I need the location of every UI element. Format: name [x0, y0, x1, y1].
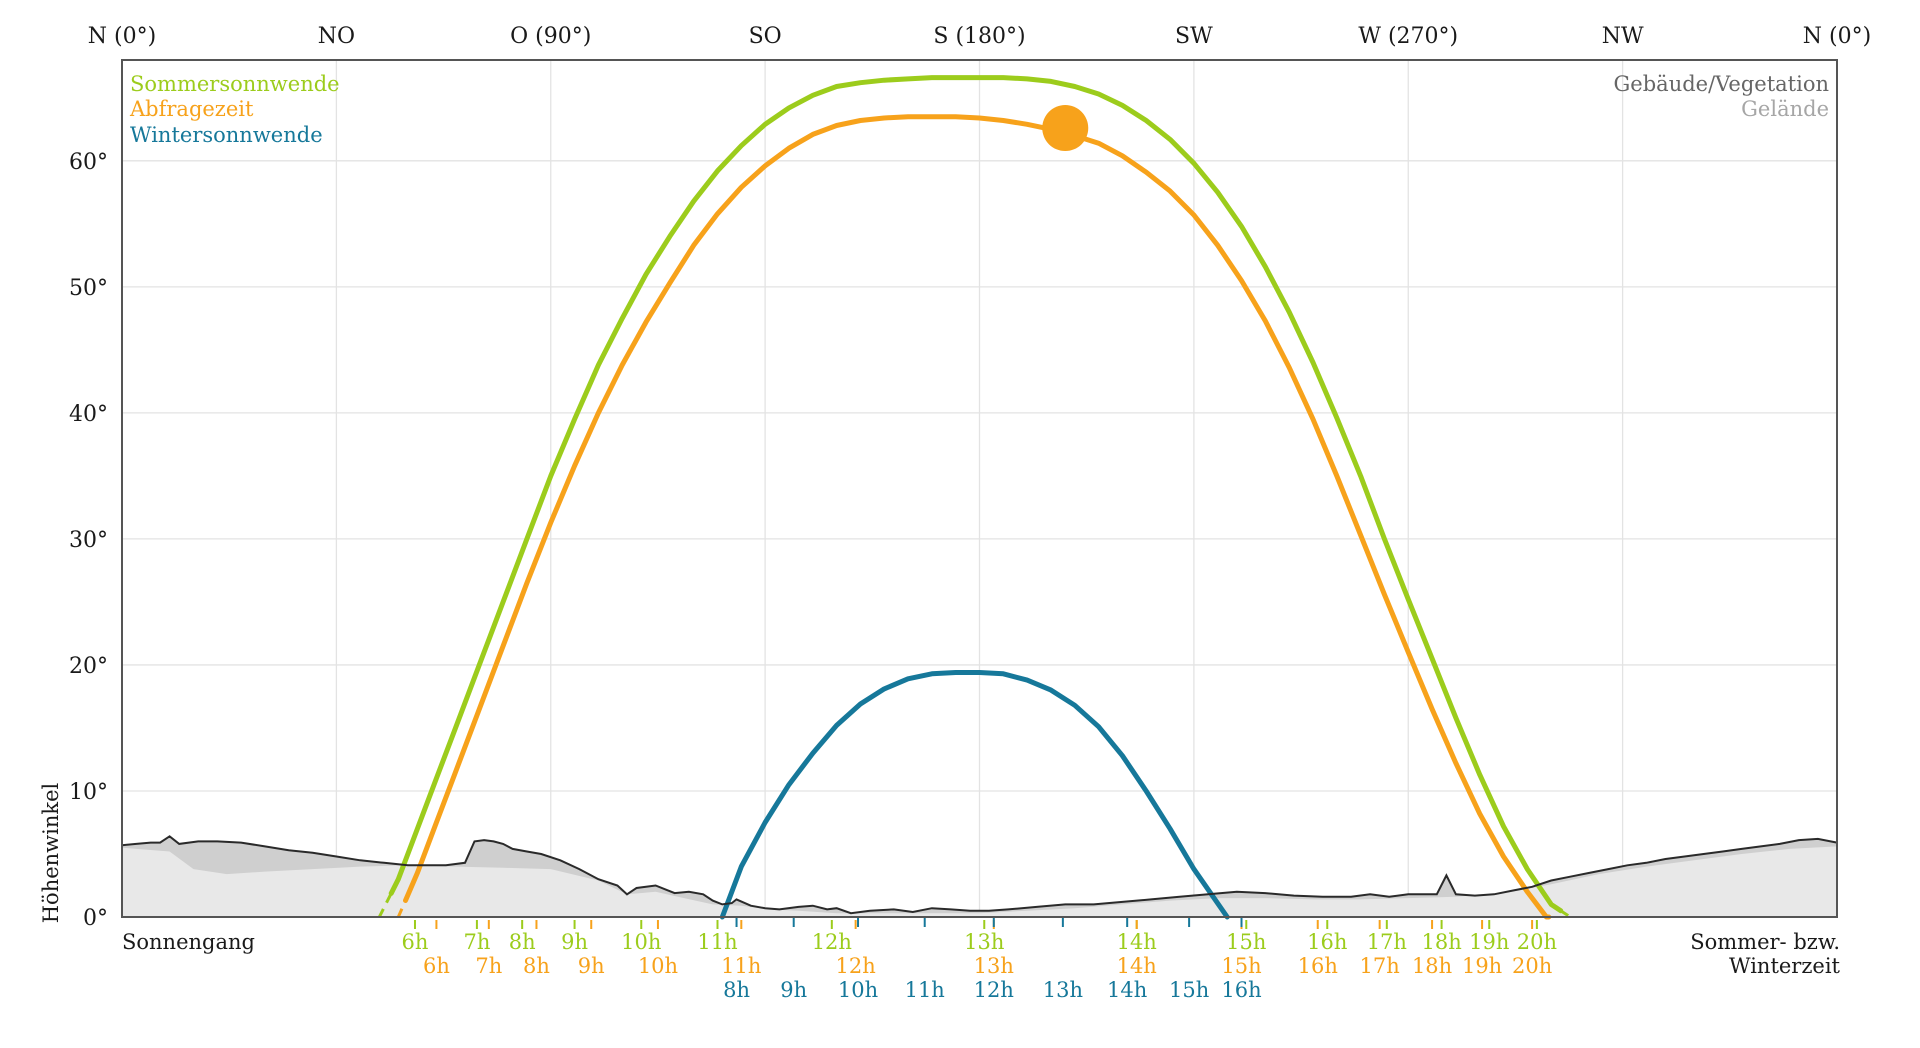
winter-hour-label: 14h	[1107, 978, 1147, 1002]
query-hour-label: 14h	[1117, 954, 1157, 978]
summer-hour-label: 18h	[1421, 930, 1461, 954]
winter-hour-label: 13h	[1043, 978, 1083, 1002]
time-mode-label-line2: Winterzeit	[1729, 954, 1841, 978]
y-tick-label: 50°	[69, 276, 108, 301]
time-mode-label-line1: Sommer- bzw.	[1690, 930, 1840, 954]
winter-hour-label: 9h	[780, 978, 807, 1002]
abfragezeit-curve-below-horizon-left	[396, 899, 407, 918]
x-tick-label: NO	[318, 24, 355, 49]
query-hour-label: 18h	[1412, 954, 1452, 978]
legend-terrain: Gelände	[1741, 97, 1829, 121]
summer-hour-label: 20h	[1517, 930, 1557, 954]
legend-query-time: Abfragezeit	[129, 97, 254, 121]
query-hour-label: 15h	[1221, 954, 1261, 978]
summer-hour-label: 12h	[812, 930, 852, 954]
x-tick-label: O (90°)	[510, 24, 591, 49]
plot-frame	[121, 59, 1838, 918]
query-hour-label: 7h	[475, 954, 502, 978]
sun-path-label: Sonnengang	[122, 930, 255, 954]
winter-hour-label: 15h	[1169, 978, 1209, 1002]
winter-hour-label: 8h	[723, 978, 750, 1002]
x-tick-label: SO	[749, 24, 782, 49]
query-hour-label: 8h	[523, 954, 550, 978]
query-hour-label: 19h	[1462, 954, 1502, 978]
x-tick-label: S (180°)	[933, 24, 1025, 49]
legend-summer: Sommersonnwende	[130, 72, 340, 96]
query-hour-label: 11h	[721, 954, 761, 978]
query-hour-label: 6h	[423, 954, 450, 978]
hour-ticks	[413, 918, 1538, 929]
y-tick-label: 60°	[69, 150, 108, 175]
query-hour-label: 10h	[638, 954, 678, 978]
x-tick-label: N (0°)	[1803, 24, 1871, 49]
y-tick-label: 10°	[69, 780, 108, 805]
summer-hour-label: 7h	[463, 930, 490, 954]
x-tick-label: NW	[1602, 24, 1644, 49]
x-tick-label: W (270°)	[1358, 24, 1458, 49]
summer-hour-label: 17h	[1367, 930, 1407, 954]
legend-winter: Wintersonnwende	[130, 123, 323, 147]
summer-hour-label: 6h	[402, 930, 429, 954]
query-hour-label: 20h	[1512, 954, 1552, 978]
axis-labels: N (0°) NO O (90°) SO S (180°) SW W (270°) NW N (…	[69, 24, 1871, 1002]
y-tick-label: 0°	[83, 906, 108, 931]
horizon-fills	[122, 836, 1837, 917]
query-hour-label: 13h	[974, 954, 1014, 978]
summer-hour-label: 11h	[697, 930, 737, 954]
winter-hour-label: 12h	[974, 978, 1014, 1002]
sommersonnwende-curve-below-horizon-left	[377, 892, 393, 918]
terrain-area	[122, 846, 1837, 917]
y-axis-title: Höhenwinkel	[39, 782, 63, 923]
winter-hour-label: 16h	[1221, 978, 1261, 1002]
horizon-line	[121, 835, 1838, 915]
summer-hour-label: 19h	[1469, 930, 1509, 954]
legend-buildings-vegetation: Gebäude/Vegetation	[1614, 72, 1829, 96]
summer-hour-label: 8h	[509, 930, 536, 954]
summer-hour-label: 16h	[1307, 930, 1347, 954]
wintersonnwende-curve	[719, 670, 1230, 920]
query-hour-label: 9h	[578, 954, 605, 978]
abfragezeit-curve	[403, 114, 1552, 920]
y-tick-label: 30°	[69, 528, 108, 553]
y-tick-label: 20°	[69, 654, 108, 679]
summer-hour-label: 13h	[964, 930, 1004, 954]
sun-marker	[1042, 105, 1089, 152]
x-tick-label: N (0°)	[88, 24, 156, 49]
sun-path-curves	[121, 75, 1838, 920]
winter-hour-label: 11h	[905, 978, 945, 1002]
query-hour-label: 17h	[1360, 954, 1400, 978]
grid-lines	[122, 60, 1837, 917]
summer-hour-label: 9h	[561, 930, 588, 954]
query-hour-label: 16h	[1298, 954, 1338, 978]
y-tick-label: 40°	[69, 402, 108, 427]
x-tick-label: SW	[1175, 24, 1213, 49]
query-hour-label: 12h	[836, 954, 876, 978]
summer-hour-label: 10h	[621, 930, 661, 954]
summer-hour-label: 14h	[1117, 930, 1157, 954]
summer-hour-label: 15h	[1226, 930, 1266, 954]
sommersonnwende-curve	[388, 75, 1564, 914]
winter-hour-label: 10h	[838, 978, 878, 1002]
